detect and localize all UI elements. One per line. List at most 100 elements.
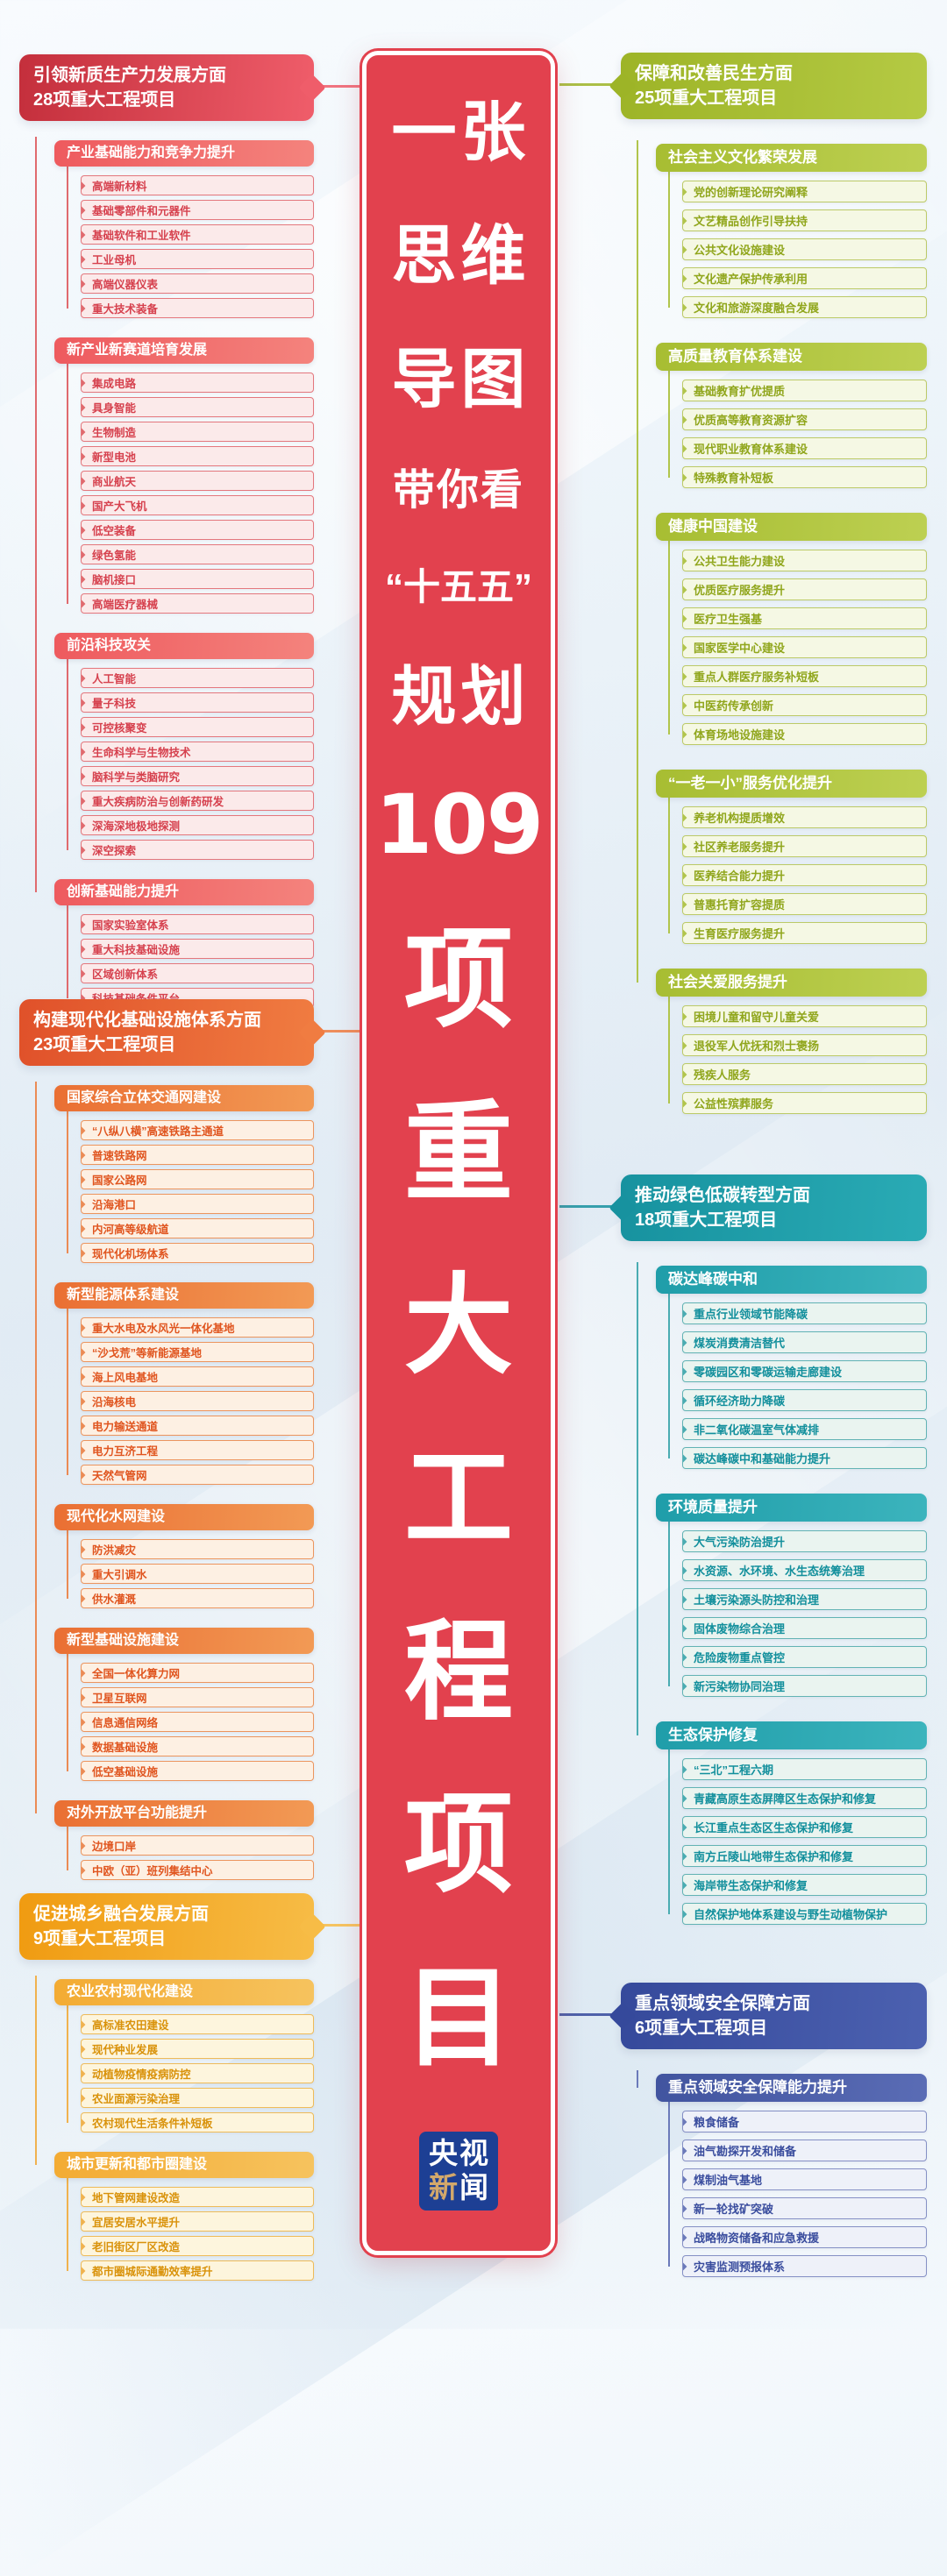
banner-big-char: 重 [403,1092,513,1214]
leaf-item-label: 信息通信网络 [92,1717,159,1729]
connector-trunk-line [35,1082,37,1813]
leaf-item-label: 中医药传承创新 [694,699,774,713]
branch-items: 防洪减灾 重大引调水 供水灌溉 [67,1529,314,1608]
leaf-item-label: 特殊教育补短板 [694,472,774,485]
branch-items: 高标准农田建设 现代种业发展 动植物疫情疫病防控 农业面源污染治理 农村现代生活条件补短… [67,2004,314,2132]
cctv-news-logo: 央视 新闻 [419,2131,498,2211]
connector-trunk-line [67,1825,68,1870]
leaf-item-label: 天然气管网 [92,1470,147,1482]
leaf-item-label: 新污染物协同治理 [694,1680,786,1693]
leaf-item-label: 青藏高原生态屏障区生态保护和修复 [694,1792,877,1806]
leaf-item: 残疾人服务 [682,1063,927,1085]
leaf-item: 普速铁路网 [81,1145,314,1165]
leaf-item: 具身智能 [81,397,314,417]
leaf-item: 生命科学与生物技术 [81,742,314,762]
leaf-item: 工业母机 [81,249,314,269]
leaf-item: 特殊教育补短板 [682,466,927,488]
leaf-item: 普惠托育扩容提质 [682,893,927,915]
leaf-item-label: 党的创新理论研究阐释 [694,186,808,199]
connector-trunk-line [668,796,670,933]
branch: 社会主义文化繁荣发展 党的创新理论研究阐释 文艺精品创作引导扶持 公共文化设施建设 文化… [656,144,927,318]
section-title-line1: 推动绿色低碳转型方面 [635,1186,810,1205]
leaf-item-label: 具身智能 [92,402,137,415]
leaf-item-label: 中欧（亚）班列集结中心 [92,1865,213,1877]
branch-header: 碳达峰碳中和 [656,1266,927,1294]
leaf-item-label: 重点行业领域节能降碳 [694,1308,808,1321]
leaf-item-label: 新一轮找矿突破 [694,2203,774,2216]
leaf-item-label: 卫星互联网 [92,1692,147,1705]
banner-big-char: 工 [403,1438,513,1560]
leaf-item-label: 公共文化设施建设 [694,244,786,257]
leaf-item: 煤制油气基地 [682,2168,927,2190]
leaf-item: 国家医学中心建设 [682,636,927,658]
leaf-item-label: 粮食储备 [694,2116,740,2129]
section-body: 社会主义文化繁荣发展 党的创新理论研究阐释 文艺精品创作引导扶持 公共文化设施建设 文化… [621,140,927,1114]
section-title-line2: 9项重大工程项目 [33,1929,167,1948]
leaf-item-label: 农业面源污染治理 [92,2093,181,2105]
branch-items: 重大水电及水风光一体化基地 “沙戈荒”等新能源基地 海上风电基地 沿海核电 电力输送通道… [67,1307,314,1485]
leaf-item: 边境口岸 [81,1835,314,1856]
leaf-item: 党的创新理论研究阐释 [682,181,927,202]
branch-items: 重点行业领域节能降碳 煤炭消费清洁替代 零碳园区和零碳运输走廊建设 循环经济助力降碳非… [668,1292,927,1469]
branch-header: 创新基础能力提升 [54,879,314,905]
connector-trunk-line [637,1262,638,1735]
leaf-item: 水资源、水环境、水生态统筹治理 [682,1559,927,1581]
leaf-item: 高端仪器仪表 [81,273,314,294]
leaf-item: 自然保护地体系建设与野生动植物保护 [682,1903,927,1925]
leaf-item-label: 量子科技 [92,698,137,710]
leaf-item: 重点人群医疗服务补短板 [682,665,927,687]
banner-subtitle: 带你看 [392,466,524,514]
branch-items: 养老机构提质增效 社区养老服务提升 医养结合能力提升 普惠托育扩容提质 生育医疗服务提升 [668,796,927,944]
section-teal: 推动绿色低碳转型方面 18项重大工程项目 碳达峰碳中和 重点行业领域节能降碳 煤炭消费清… [559,1174,927,1932]
branch: 创新基础能力提升国家实验室体系重大科技基础设施区域创新体系科技基础条件平台 [54,879,314,1008]
leaf-item-label: “三北”工程六期 [694,1763,774,1777]
connector-trunk-line [668,539,670,734]
branch-items: 高端新材料 基础零部件和元器件 基础软件和工业软件 工业母机 高端仪器仪表 重大技术装备 [67,165,314,318]
leaf-item: 重点行业领域节能降碳 [682,1302,927,1324]
leaf-item-label: 海上风电基地 [92,1372,159,1384]
leaf-item: 低空基础设施 [81,1761,314,1781]
section-body: 重点领域安全保障能力提升 粮食储备 油气勘探开发和储备 煤制油气基地 新一轮找矿突破 战略… [621,2070,927,2277]
leaf-item-label: 基础零部件和元器件 [92,205,191,217]
leaf-item: 战略物资储备和应急救援 [682,2226,927,2248]
leaf-item: 危险废物重点管控 [682,1646,927,1668]
leaf-item: 信息通信网络 [81,1712,314,1732]
leaf-item: 非二氧化碳温室气体减排 [682,1418,927,1440]
section-blue: 重点领域安全保障方面 6项重大工程项目 重点领域安全保障能力提升 粮食储备 油气勘探开发… [559,1983,927,2284]
leaf-item-label: 电力互济工程 [92,1445,159,1458]
branch-items: 集成电路 具身智能 生物制造 新型电池 商业航天 国产大飞机 低空装备 绿色氢能 脑机接口 高端医… [67,362,314,614]
branch: 碳达峰碳中和 重点行业领域节能降碳 煤炭消费清洁替代 零碳园区和零碳运输走廊建设 循环经… [656,1266,927,1469]
leaf-item: 零碳园区和零碳运输走廊建设 [682,1360,927,1382]
leaf-item-label: 困境儿童和留守儿童关爱 [694,1011,820,1024]
leaf-item: 地下管网建设改造 [81,2187,314,2207]
leaf-item: 动植物疫情疫病防控 [81,2063,314,2083]
leaf-item-label: 普惠托育扩容提质 [694,898,786,912]
leaf-item-label: 沿海港口 [92,1199,137,1211]
leaf-item: 新一轮找矿突破 [682,2197,927,2219]
leaf-item: 全国一体化算力网 [81,1663,314,1683]
branch: 新产业新赛道培育发展 集成电路 具身智能 生物制造 新型电池 商业航天 国产大飞机 低空装备绿… [54,337,314,614]
connector-trunk-line [35,137,37,892]
leaf-item-label: 生育医疗服务提升 [694,927,786,940]
leaf-item: 农业面源污染治理 [81,2088,314,2108]
leaf-item: 重大技术装备 [81,298,314,318]
leaf-item: 新污染物协同治理 [682,1675,927,1697]
leaf-item-label: 高端新材料 [92,181,147,193]
branch: 产业基础能力和竞争力提升 高端新材料 基础零部件和元器件 基础软件和工业软件 工业母机高… [54,140,314,318]
leaf-item-label: 沿海核电 [92,1396,137,1409]
leaf-item-label: 现代种业发展 [92,2044,159,2056]
leaf-item: 商业航天 [81,471,314,491]
branch-header: 国家综合立体交通网建设 [54,1085,314,1111]
leaf-item: 高标准农田建设 [81,2014,314,2034]
leaf-item-label: 长江重点生态区生态保护和修复 [694,1821,854,1834]
leaf-item-label: 深空探索 [92,845,137,857]
leaf-item-label: 生物制造 [92,427,137,439]
connector-trunk-line [668,995,670,1103]
leaf-item-label: 重大疾病防治与创新药研发 [92,796,224,808]
leaf-item-label: 高标准农田建设 [92,2019,169,2032]
leaf-item-label: 基础教育扩优提质 [694,385,786,398]
leaf-item: 文化和旅游深度融合发展 [682,296,927,318]
leaf-item-label: 残疾人服务 [694,1068,751,1082]
leaf-item: 文艺精品创作引导扶持 [682,209,927,231]
section-title-line1: 重点领域安全保障方面 [635,1994,810,2013]
